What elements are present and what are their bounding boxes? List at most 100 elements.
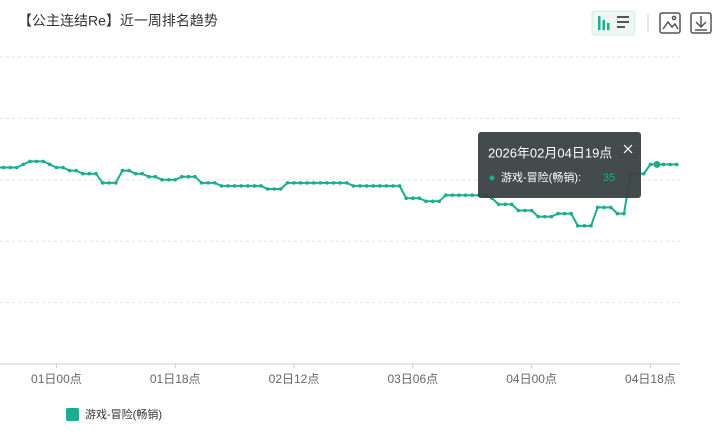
data-point bbox=[648, 162, 653, 167]
data-point bbox=[661, 162, 666, 167]
image-icon[interactable] bbox=[659, 12, 681, 34]
data-point bbox=[602, 205, 606, 210]
data-point bbox=[675, 162, 679, 167]
data-point bbox=[279, 187, 283, 191]
legend-label[interactable]: 游戏-冒险(畅销) bbox=[85, 407, 162, 421]
data-point bbox=[391, 184, 395, 188]
download-icon[interactable] bbox=[690, 12, 712, 34]
data-point bbox=[411, 196, 415, 201]
data-point bbox=[615, 211, 620, 216]
data-point bbox=[523, 208, 527, 213]
tooltip-close[interactable] bbox=[623, 144, 633, 154]
legend: 游戏-冒险(畅销) bbox=[66, 407, 162, 421]
data-point bbox=[371, 184, 376, 188]
data-point bbox=[67, 168, 72, 173]
x-tick-label: 04日18点 bbox=[625, 372, 676, 386]
data-point bbox=[54, 165, 59, 170]
list-icon[interactable] bbox=[617, 16, 629, 28]
tooltip-title: 2026年02月04日19点 bbox=[488, 145, 612, 160]
data-point bbox=[516, 208, 521, 213]
data-point bbox=[444, 193, 448, 197]
data-point bbox=[153, 174, 158, 179]
data-point bbox=[252, 184, 257, 188]
data-point bbox=[463, 193, 468, 197]
data-point bbox=[437, 199, 442, 204]
data-point bbox=[199, 181, 204, 185]
data-point bbox=[424, 199, 428, 204]
data-point bbox=[180, 174, 184, 179]
x-tick-label: 03日06点 bbox=[387, 372, 438, 386]
data-point bbox=[133, 171, 138, 176]
data-point bbox=[556, 211, 560, 216]
data-point bbox=[668, 162, 672, 167]
bar-icon[interactable] bbox=[598, 16, 610, 30]
data-point bbox=[272, 187, 277, 191]
data-point bbox=[186, 174, 191, 179]
data-point bbox=[107, 181, 111, 185]
data-point bbox=[166, 178, 171, 182]
data-point bbox=[450, 193, 455, 197]
data-point bbox=[48, 162, 52, 167]
data-point bbox=[364, 184, 369, 188]
data-point bbox=[417, 196, 422, 201]
data-point bbox=[351, 184, 356, 188]
data-point bbox=[536, 214, 540, 219]
data-point bbox=[140, 171, 144, 176]
data-point bbox=[120, 168, 125, 173]
data-point bbox=[1, 165, 6, 170]
data-point bbox=[305, 181, 310, 185]
data-point bbox=[193, 174, 197, 179]
data-point bbox=[331, 181, 336, 185]
data-point bbox=[81, 171, 85, 176]
data-point bbox=[325, 181, 329, 185]
data-point bbox=[8, 165, 12, 170]
tooltip: 2026年02月04日19点 游戏-冒险(畅销): 35 bbox=[478, 132, 641, 198]
data-point bbox=[34, 159, 39, 164]
data-point bbox=[285, 181, 290, 185]
data-point bbox=[569, 211, 573, 216]
data-point bbox=[457, 193, 461, 197]
data-point bbox=[127, 168, 131, 173]
data-point bbox=[384, 184, 389, 188]
data-point bbox=[543, 214, 547, 219]
x-tick-label: 01日18点 bbox=[150, 372, 201, 386]
data-point bbox=[430, 199, 435, 204]
data-point bbox=[562, 211, 567, 216]
data-point bbox=[239, 184, 243, 188]
data-point bbox=[21, 162, 26, 167]
data-point bbox=[206, 181, 210, 185]
data-point bbox=[87, 171, 92, 176]
data-point bbox=[100, 181, 105, 185]
data-point bbox=[61, 165, 65, 170]
tooltip-label: 游戏-冒险(畅销): bbox=[501, 170, 581, 184]
data-point bbox=[653, 160, 661, 168]
tooltip-dot bbox=[489, 175, 495, 181]
data-point bbox=[609, 205, 613, 210]
plot-area: 01日00点 01日18点 02日12点 03日06点 04日00点 04日18点 bbox=[0, 56, 680, 386]
data-point bbox=[298, 181, 303, 185]
data-point bbox=[114, 181, 118, 185]
data-point bbox=[642, 171, 646, 176]
data-point bbox=[338, 181, 343, 185]
data-point bbox=[147, 174, 151, 179]
data-point bbox=[576, 224, 580, 228]
toolbar bbox=[591, 10, 712, 36]
data-point bbox=[246, 184, 250, 188]
data-point bbox=[41, 159, 45, 164]
data-point bbox=[595, 205, 600, 210]
data-point bbox=[265, 187, 270, 191]
data-point bbox=[160, 178, 164, 182]
data-point bbox=[510, 202, 514, 207]
tooltip-value: 35 bbox=[603, 172, 615, 184]
data-point bbox=[14, 165, 19, 170]
data-point bbox=[74, 168, 78, 173]
data-point bbox=[226, 184, 230, 188]
data-point bbox=[503, 202, 508, 207]
data-point bbox=[312, 181, 316, 185]
data-point bbox=[94, 171, 98, 176]
data-point bbox=[404, 196, 409, 201]
x-tick-label: 04日00点 bbox=[506, 372, 557, 386]
data-point bbox=[397, 184, 402, 188]
data-point bbox=[529, 208, 534, 213]
